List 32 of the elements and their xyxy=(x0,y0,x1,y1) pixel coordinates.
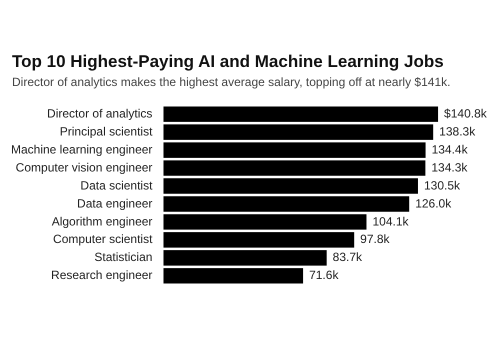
y-tick-label: Computer vision engineer xyxy=(16,160,152,174)
data-label: 71.6k xyxy=(309,268,340,282)
data-label: 97.8k xyxy=(360,232,391,246)
chart-title: Top 10 Highest-Paying AI and Machine Learning Jobs xyxy=(11,52,445,72)
bar xyxy=(163,232,354,248)
data-label: 134.3k xyxy=(431,160,468,174)
y-tick-label: Algorithm engineer xyxy=(52,214,152,228)
data-label: 130.5k xyxy=(424,178,461,192)
bar xyxy=(163,250,327,266)
y-tick-label: Data scientist xyxy=(80,178,154,192)
bar xyxy=(163,124,434,140)
y-tick-label: Research engineer xyxy=(51,268,152,282)
bar xyxy=(163,178,418,194)
y-tick-label: Director of analytics xyxy=(47,106,152,120)
data-label: 138.3k xyxy=(439,124,476,138)
y-tick-label: Machine learning engineer xyxy=(10,142,152,156)
bar xyxy=(163,106,438,122)
y-tick-label: Computer scientist xyxy=(53,232,154,246)
bar xyxy=(163,160,426,176)
data-label: $140.8k xyxy=(444,106,488,120)
data-label: 104.1k xyxy=(372,214,410,228)
bar xyxy=(163,214,366,230)
bar xyxy=(163,196,410,212)
chart-subtitle: Director of analytics makes the highest average salary, topping off at nearly $141k. xyxy=(11,75,452,89)
bar xyxy=(163,268,304,284)
data-label: 83.7k xyxy=(332,250,364,264)
bar xyxy=(163,142,426,158)
y-tick-label: Principal scientist xyxy=(60,124,154,138)
data-label: 126.0k xyxy=(415,196,452,210)
data-label: 134.4k xyxy=(432,142,469,156)
y-tick-label: Statistician xyxy=(94,250,152,264)
y-tick-label: Data engineer xyxy=(77,196,152,210)
